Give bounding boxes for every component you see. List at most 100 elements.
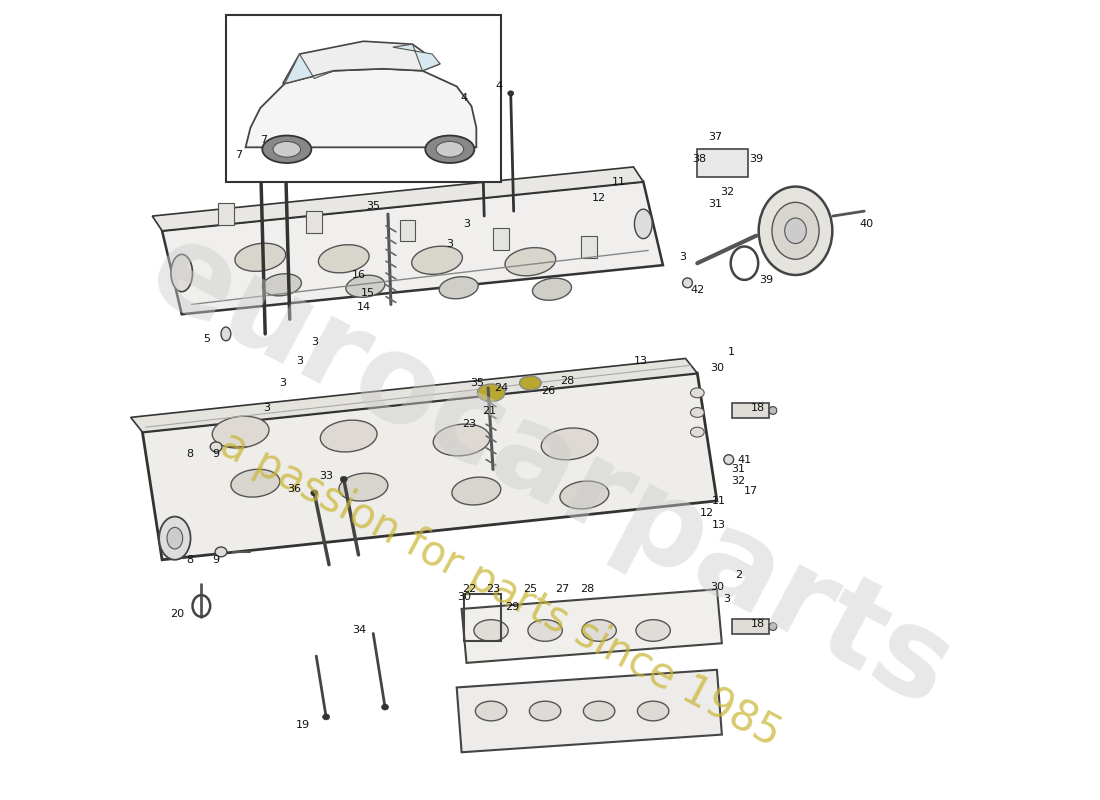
Ellipse shape: [635, 209, 652, 238]
Text: 29: 29: [506, 602, 520, 612]
Text: 42: 42: [690, 285, 704, 294]
Ellipse shape: [582, 620, 616, 642]
Ellipse shape: [759, 186, 833, 275]
Text: 22: 22: [462, 584, 476, 594]
Text: 3: 3: [296, 357, 304, 366]
Ellipse shape: [508, 91, 514, 96]
Ellipse shape: [724, 454, 734, 465]
Text: 37: 37: [708, 133, 722, 142]
Ellipse shape: [322, 714, 330, 720]
Ellipse shape: [167, 527, 183, 549]
Ellipse shape: [221, 327, 231, 341]
Text: 16: 16: [352, 270, 365, 280]
Text: 1: 1: [728, 346, 735, 357]
Ellipse shape: [231, 470, 279, 497]
Text: 13: 13: [712, 521, 726, 530]
Text: 32: 32: [719, 186, 734, 197]
Bar: [732, 618, 769, 634]
Polygon shape: [285, 54, 334, 83]
Ellipse shape: [529, 701, 561, 721]
Bar: [732, 402, 769, 418]
Bar: [582, 236, 597, 258]
Ellipse shape: [532, 278, 572, 300]
Ellipse shape: [170, 254, 192, 292]
Ellipse shape: [474, 620, 508, 642]
Text: 3: 3: [311, 337, 318, 346]
Bar: [307, 211, 322, 233]
Ellipse shape: [263, 274, 301, 296]
Ellipse shape: [439, 277, 478, 298]
Text: 25: 25: [524, 584, 538, 594]
Text: 23: 23: [486, 584, 500, 594]
Ellipse shape: [345, 275, 385, 298]
Polygon shape: [245, 69, 476, 147]
Ellipse shape: [475, 701, 507, 721]
Ellipse shape: [339, 473, 388, 501]
Ellipse shape: [426, 135, 474, 163]
Text: 11: 11: [712, 496, 726, 506]
Ellipse shape: [583, 701, 615, 721]
Text: 7: 7: [260, 135, 267, 146]
Text: 4: 4: [495, 82, 503, 91]
Polygon shape: [462, 590, 722, 663]
Text: 2: 2: [735, 570, 743, 579]
Ellipse shape: [691, 407, 704, 418]
Text: 34: 34: [352, 626, 366, 635]
Polygon shape: [456, 670, 722, 752]
Text: 31: 31: [732, 465, 746, 474]
Ellipse shape: [478, 101, 484, 106]
Text: 24: 24: [494, 383, 508, 393]
Ellipse shape: [160, 517, 190, 560]
Text: 27: 27: [554, 584, 569, 594]
Ellipse shape: [691, 388, 704, 398]
Ellipse shape: [311, 490, 318, 496]
Text: 3: 3: [724, 594, 730, 604]
Text: 21: 21: [482, 406, 496, 415]
Ellipse shape: [769, 406, 777, 414]
Bar: [697, 150, 748, 177]
Bar: [493, 228, 509, 250]
Text: 3: 3: [679, 252, 686, 262]
Text: 15: 15: [361, 288, 375, 298]
Ellipse shape: [560, 481, 608, 509]
Ellipse shape: [769, 622, 777, 630]
Polygon shape: [142, 373, 717, 560]
Ellipse shape: [637, 701, 669, 721]
Text: 39: 39: [759, 275, 773, 285]
Text: 3: 3: [463, 219, 470, 229]
Ellipse shape: [216, 547, 227, 557]
Text: 14: 14: [356, 302, 371, 312]
Ellipse shape: [784, 218, 806, 243]
Polygon shape: [283, 42, 440, 83]
Polygon shape: [162, 182, 663, 314]
Text: 17: 17: [745, 486, 758, 496]
Text: 26: 26: [541, 386, 556, 396]
Text: 30: 30: [710, 363, 724, 374]
Ellipse shape: [519, 376, 541, 390]
Ellipse shape: [452, 477, 500, 505]
Polygon shape: [393, 44, 440, 70]
Bar: [226, 14, 500, 182]
Text: 3: 3: [447, 238, 453, 249]
Text: 32: 32: [732, 476, 746, 486]
Text: 18: 18: [751, 402, 766, 413]
Text: 8: 8: [186, 554, 194, 565]
Polygon shape: [152, 167, 644, 230]
Text: 36: 36: [288, 484, 301, 494]
Ellipse shape: [256, 150, 264, 155]
Bar: [399, 220, 416, 242]
Ellipse shape: [212, 416, 270, 448]
Ellipse shape: [262, 135, 311, 163]
Ellipse shape: [772, 202, 820, 259]
Bar: [218, 203, 234, 225]
Ellipse shape: [541, 428, 598, 460]
Text: 5: 5: [202, 334, 210, 344]
Ellipse shape: [505, 248, 556, 276]
Ellipse shape: [318, 245, 370, 273]
Ellipse shape: [636, 620, 670, 642]
Text: 28: 28: [561, 376, 575, 386]
Text: eurocarparts: eurocarparts: [130, 210, 970, 732]
Text: 9: 9: [212, 449, 220, 458]
Text: 12: 12: [592, 194, 606, 203]
Ellipse shape: [235, 243, 286, 271]
